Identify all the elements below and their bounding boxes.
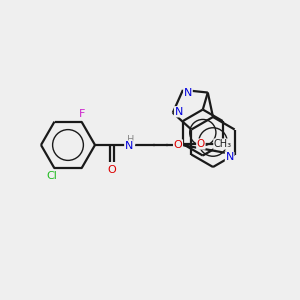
Text: O: O xyxy=(174,140,182,150)
Text: N: N xyxy=(184,88,192,98)
Text: F: F xyxy=(79,109,86,118)
Text: Cl: Cl xyxy=(46,171,57,182)
Text: N: N xyxy=(175,107,183,117)
Text: O: O xyxy=(108,165,116,175)
Text: N: N xyxy=(226,152,234,163)
Text: H: H xyxy=(127,135,135,145)
Text: N: N xyxy=(125,141,133,151)
Text: O: O xyxy=(197,139,205,149)
Text: CH₃: CH₃ xyxy=(214,139,232,149)
